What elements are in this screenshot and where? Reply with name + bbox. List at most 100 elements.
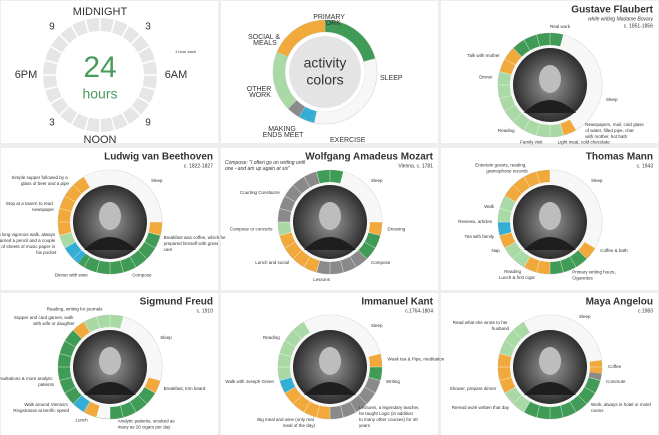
hour-tick xyxy=(303,401,311,413)
activity-segment xyxy=(73,395,90,413)
activity-segment xyxy=(284,387,330,419)
activity-segment xyxy=(340,171,382,222)
hour-tick xyxy=(536,34,540,47)
note: Supper and card games, walk with wife or… xyxy=(14,315,75,326)
hour-tick xyxy=(96,260,100,273)
note: Nap xyxy=(492,248,501,253)
note: Real work xyxy=(550,24,571,29)
note: Coffee xyxy=(608,364,622,369)
hour-tick xyxy=(523,401,531,413)
note: Sleep xyxy=(606,97,618,102)
clock-unit: hours xyxy=(82,86,117,102)
hour-tick xyxy=(536,171,540,184)
clock-segment xyxy=(45,47,62,63)
hour-tick xyxy=(303,176,311,188)
hour-tick xyxy=(536,316,540,329)
hour-tick xyxy=(499,71,512,75)
hour-tick xyxy=(120,260,124,273)
hour-tick xyxy=(73,250,82,259)
hour-tick xyxy=(293,330,302,339)
hour-tick xyxy=(144,340,156,348)
legend-swatch xyxy=(288,100,306,118)
hour-tick xyxy=(513,330,522,339)
person-subtitle: Compose: "I often go on writing until on… xyxy=(225,160,307,172)
hour-tick xyxy=(368,208,381,212)
hour-tick xyxy=(584,340,596,348)
hour-tick xyxy=(584,58,596,66)
hour-tick xyxy=(504,241,516,249)
activity-segment xyxy=(524,315,550,333)
hour-tick xyxy=(536,260,540,273)
clock-note: 1 hour each xyxy=(175,49,196,54)
clock-label: MIDNIGHT xyxy=(73,6,128,18)
note: Simple supper followed by a glass of bee… xyxy=(11,175,69,186)
portrait-face xyxy=(539,347,561,375)
hour-tick xyxy=(279,232,292,236)
clock-label: 6AM xyxy=(165,69,188,81)
activity-segment xyxy=(368,222,382,236)
clock-hour: 3 xyxy=(49,118,55,129)
note: Stop at a tavern to read newspaper xyxy=(6,201,55,212)
hour-tick xyxy=(536,123,540,136)
note: Consultations & more analytic patients xyxy=(0,376,55,387)
hour-tick xyxy=(64,386,76,394)
hour-tick xyxy=(588,71,601,75)
activity-segment xyxy=(57,176,90,236)
activity-segment xyxy=(504,170,550,202)
note: Work, always in hotel or motel rooms xyxy=(591,402,652,413)
hour-tick xyxy=(138,330,147,339)
hour-tick xyxy=(349,256,357,268)
person-name: Wolfgang Amadeus Mozart xyxy=(305,152,433,163)
clock-segment xyxy=(122,26,140,44)
portrait-body xyxy=(84,382,136,395)
hour-tick xyxy=(364,386,376,394)
activity-segment xyxy=(84,170,110,188)
note: Entertain guests, reading, gramophone re… xyxy=(475,163,528,174)
note: Lunch and social xyxy=(255,260,289,265)
hour-tick xyxy=(120,171,124,184)
legend-label: SLEEP xyxy=(380,75,403,82)
hour-tick xyxy=(569,256,577,268)
hour-tick xyxy=(364,241,376,249)
activity-segment xyxy=(110,315,124,329)
hour-tick xyxy=(129,256,137,268)
hour-tick xyxy=(96,316,100,329)
note: Sleep xyxy=(591,178,603,183)
hour-tick xyxy=(138,185,147,194)
clock-segment xyxy=(100,117,114,132)
clock-segment xyxy=(131,35,149,53)
hour-tick xyxy=(513,395,522,404)
activity-segment xyxy=(550,169,603,248)
legend-swatch xyxy=(272,51,297,109)
portrait-body xyxy=(304,237,356,250)
hour-tick xyxy=(499,377,512,381)
person-date: c. 1910 xyxy=(197,308,214,314)
hour-tick xyxy=(303,256,311,268)
clock-label: 6PM xyxy=(15,69,38,81)
activity-segment xyxy=(498,222,512,236)
note: Lectures, a legendary teacher, he taught… xyxy=(359,405,421,428)
activity-segment xyxy=(304,315,330,333)
hour-tick xyxy=(284,241,296,249)
note: Walk with Joseph Green xyxy=(225,379,274,384)
legend-label: OTHER WORK xyxy=(247,86,273,99)
clock-segment xyxy=(51,97,69,115)
clock-segment xyxy=(60,106,78,124)
hour-tick xyxy=(64,195,76,203)
note: Light meal, cold chocolate xyxy=(558,140,611,145)
hour-tick xyxy=(120,316,124,329)
hour-tick xyxy=(284,195,296,203)
hour-tick xyxy=(73,185,82,194)
hour-tick xyxy=(364,340,376,348)
legend-center xyxy=(289,36,361,108)
hour-tick xyxy=(513,250,522,259)
activity-segment xyxy=(110,387,156,419)
legend-swatch xyxy=(276,19,326,57)
hour-tick xyxy=(349,401,357,413)
portrait-body xyxy=(304,382,356,395)
hour-tick xyxy=(560,123,564,136)
legend-label: MAKING ENDS MEET xyxy=(263,126,305,139)
hour-tick xyxy=(513,48,522,57)
activity-segment xyxy=(368,367,382,381)
portrait-body xyxy=(84,237,136,250)
